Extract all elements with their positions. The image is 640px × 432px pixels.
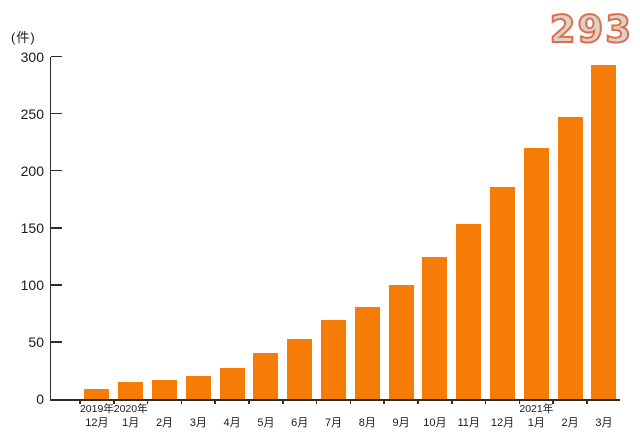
x-axis-month-label: 1月 — [122, 417, 140, 429]
x-axis-tick — [248, 399, 250, 404]
bar — [591, 64, 617, 399]
x-axis-month-label: 5月 — [257, 417, 275, 429]
y-axis-tick-label: 50 — [28, 333, 44, 350]
x-axis-month-label: 3月 — [189, 417, 207, 429]
x-axis-tick — [552, 399, 554, 404]
x-axis-month-label: 10月 — [423, 417, 447, 429]
bar — [185, 376, 211, 399]
x-axis-month-label: 11月 — [457, 417, 480, 429]
y-axis-unit-label: (件) — [11, 30, 36, 45]
bar — [523, 147, 549, 399]
x-axis-tick — [383, 399, 385, 404]
x-axis-month-label: 2月 — [155, 417, 174, 429]
y-axis-tick — [51, 169, 62, 172]
bar — [490, 186, 515, 399]
y-axis-tick — [51, 341, 62, 343]
x-axis-tick — [113, 399, 115, 404]
y-axis-tick-label: 300 — [20, 48, 44, 65]
x-axis-tick — [417, 399, 419, 404]
x-axis-month-label: 6月 — [291, 417, 309, 429]
x-axis-tick — [146, 399, 149, 404]
y-axis-tick — [51, 55, 62, 58]
x-axis-tick — [586, 399, 588, 404]
bar — [152, 379, 177, 399]
x-axis-year-label: 2020年 — [113, 402, 148, 415]
x-axis-month-label: 9月 — [392, 417, 410, 429]
bar — [287, 338, 313, 399]
bar — [456, 224, 482, 399]
bar — [84, 388, 110, 399]
x-axis-tick — [180, 399, 183, 404]
x-axis-month-label: 4月 — [223, 417, 241, 429]
x-axis-month-label: 1月 — [527, 417, 545, 429]
x-axis-month-label: 7月 — [324, 417, 343, 429]
latest-value-callout: 293 — [549, 7, 633, 52]
x-axis-month-label: 12月 — [490, 417, 515, 429]
x-axis-tick — [451, 399, 453, 404]
x-axis-tick — [518, 399, 521, 404]
bar — [422, 257, 448, 399]
bar — [219, 368, 245, 399]
x-axis-month-label: 12月 — [85, 417, 109, 429]
y-axis-tick-label: 250 — [20, 105, 44, 122]
bar — [321, 320, 346, 399]
x-axis-year-label: 2019年 — [79, 402, 114, 415]
y-axis-tick-label: 0 — [36, 391, 44, 407]
y-axis-tick-label: 200 — [20, 162, 44, 179]
x-axis-tick — [315, 399, 318, 404]
x-axis-tick — [282, 399, 284, 404]
bar — [354, 306, 380, 399]
y-axis-tick — [51, 227, 62, 229]
x-axis-month-label: 3月 — [595, 417, 613, 429]
x-axis-tick — [484, 399, 487, 404]
x-axis-year-label: 2021年 — [519, 402, 554, 415]
x-axis-tick — [214, 399, 216, 404]
y-axis-tick — [51, 284, 62, 286]
x-axis-tick — [349, 399, 352, 404]
x-axis-month-label: 8月 — [358, 417, 376, 429]
bar — [388, 284, 414, 399]
x-axis-line — [49, 399, 620, 401]
y-axis-line — [49, 56, 51, 399]
bar — [557, 117, 583, 399]
y-axis-tick-label: 150 — [20, 219, 44, 236]
y-axis-tick — [51, 112, 62, 115]
x-axis-tick — [79, 399, 81, 404]
x-axis-month-label: 2月 — [561, 417, 579, 429]
bar — [253, 353, 279, 399]
bar — [118, 381, 144, 399]
y-axis-tick-label: 100 — [20, 276, 44, 293]
